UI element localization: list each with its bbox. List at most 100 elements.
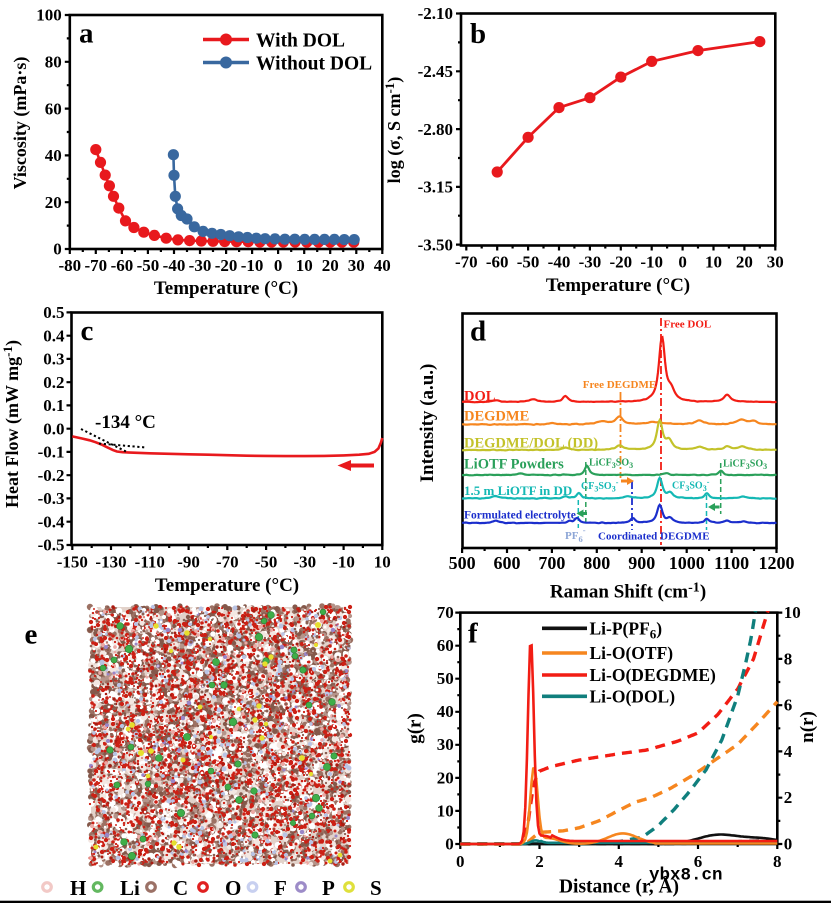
svg-text:-0.3: -0.3 (38, 489, 65, 508)
svg-text:800: 800 (583, 553, 610, 573)
svg-text:ybx8.cn: ybx8.cn (649, 866, 723, 886)
svg-text:Li-O(DOL): Li-O(DOL) (590, 686, 676, 706)
svg-text:0.0: 0.0 (43, 419, 64, 438)
svg-text:CF3SO3-: CF3SO3- (581, 478, 619, 494)
svg-text:H: H (70, 876, 86, 900)
svg-text:2: 2 (535, 852, 544, 871)
svg-text:0.2: 0.2 (43, 373, 64, 392)
svg-text:0.3: 0.3 (43, 350, 64, 369)
svg-text:0.4: 0.4 (43, 326, 65, 345)
svg-text:8: 8 (784, 649, 793, 668)
svg-text:-40: -40 (548, 253, 571, 272)
svg-text:DEGDME: DEGDME (464, 409, 529, 425)
svg-text:40: 40 (45, 146, 62, 165)
svg-text:6: 6 (784, 696, 793, 715)
svg-text:LiCF3SO3: LiCF3SO3 (723, 459, 767, 472)
svg-text:d: d (470, 316, 486, 348)
svg-text:-10: -10 (332, 553, 355, 572)
svg-text:CF3SO3-: CF3SO3- (672, 478, 710, 494)
svg-text:4: 4 (784, 742, 793, 761)
svg-text:-30: -30 (189, 256, 212, 275)
svg-text:-70: -70 (455, 253, 478, 272)
svg-text:Heat Flow (mW mg-1): Heat Flow (mW mg-1) (0, 340, 23, 508)
svg-text:Distance (r, Å): Distance (r, Å) (559, 877, 679, 898)
svg-text:100: 100 (36, 6, 62, 25)
svg-text:60: 60 (437, 636, 454, 655)
svg-text:Li-O(DEGDME): Li-O(DEGDME) (590, 665, 717, 685)
svg-text:2: 2 (784, 788, 793, 807)
svg-text:-70: -70 (216, 553, 239, 572)
svg-text:Without DOL: Without DOL (256, 54, 372, 75)
svg-text:DOL: DOL (464, 389, 496, 405)
svg-text:70: 70 (437, 603, 454, 622)
svg-text:F: F (274, 876, 287, 900)
svg-text:e: e (25, 619, 38, 651)
svg-text:LiCF3SO3: LiCF3SO3 (589, 458, 633, 471)
svg-text:-50: -50 (255, 553, 278, 572)
svg-text:60: 60 (45, 99, 62, 118)
svg-text:Li-O(OTF): Li-O(OTF) (590, 643, 674, 663)
svg-text:With DOL: With DOL (256, 31, 345, 52)
svg-text:b: b (470, 18, 486, 50)
svg-text:-70: -70 (84, 256, 107, 275)
svg-text:-2.45: -2.45 (418, 62, 453, 81)
svg-text:1.5 m LiOTF in DD: 1.5 m LiOTF in DD (464, 483, 572, 498)
svg-text:-0.5: -0.5 (38, 536, 65, 555)
svg-text:1100: 1100 (714, 553, 749, 573)
svg-text:-30: -30 (579, 253, 602, 272)
svg-text:-0.2: -0.2 (38, 466, 65, 485)
svg-text:Temperature (°C): Temperature (°C) (155, 575, 299, 596)
svg-text:8: 8 (773, 852, 782, 871)
svg-text:-50: -50 (517, 253, 540, 272)
svg-text:80: 80 (45, 53, 62, 72)
svg-text:500: 500 (449, 553, 476, 573)
svg-text:log (σ, S cm-1): log (σ, S cm-1) (382, 77, 405, 184)
svg-text:-0.4: -0.4 (38, 512, 65, 531)
svg-text:1000: 1000 (669, 553, 705, 573)
svg-text:20: 20 (736, 253, 753, 272)
svg-text:Temperature (°C): Temperature (°C) (546, 275, 690, 296)
svg-text:900: 900 (628, 553, 655, 573)
svg-text:700: 700 (538, 553, 565, 573)
svg-text:10: 10 (374, 553, 391, 572)
svg-text:DEGDME/DOL (DD): DEGDME/DOL (DD) (464, 436, 598, 452)
svg-text:-0.1: -0.1 (38, 443, 65, 462)
svg-text:f: f (468, 618, 478, 650)
svg-text:0: 0 (274, 256, 283, 275)
svg-text:a: a (79, 18, 94, 50)
svg-text:20: 20 (437, 768, 454, 787)
svg-text:20: 20 (322, 256, 339, 275)
svg-text:Free DEGDME: Free DEGDME (583, 379, 656, 391)
svg-text:-150: -150 (57, 553, 88, 572)
svg-text:10: 10 (437, 801, 454, 820)
svg-text:O: O (225, 876, 241, 900)
svg-text:-2.10: -2.10 (418, 4, 453, 23)
svg-text:600: 600 (494, 553, 521, 573)
svg-text:-3.15: -3.15 (418, 178, 453, 197)
svg-text:-60: -60 (486, 253, 509, 272)
svg-text:Temperature (°C): Temperature (°C) (154, 278, 298, 299)
svg-text:-30: -30 (293, 553, 316, 572)
svg-text:30: 30 (437, 735, 454, 754)
svg-text:30: 30 (767, 253, 784, 272)
svg-text:-134 °C: -134 °C (95, 412, 156, 433)
svg-text:-90: -90 (177, 553, 200, 572)
svg-text:Raman Shift (cm-1): Raman Shift (cm-1) (550, 581, 706, 603)
svg-text:Intensity (a.u.): Intensity (a.u.) (417, 364, 438, 483)
svg-text:C: C (173, 876, 188, 900)
svg-text:0: 0 (678, 253, 687, 272)
svg-text:Li: Li (120, 876, 140, 900)
svg-text:30: 30 (348, 256, 365, 275)
svg-text:Li-P(PF6): Li-P(PF6) (590, 618, 663, 641)
svg-text:-3.50: -3.50 (418, 235, 453, 254)
svg-text:-110: -110 (135, 553, 165, 572)
svg-text:S: S (370, 876, 382, 900)
svg-text:-50: -50 (137, 256, 160, 275)
svg-text:40: 40 (374, 256, 391, 275)
svg-text:g(r): g(r) (405, 713, 426, 744)
svg-text:0: 0 (784, 834, 793, 853)
svg-text:4: 4 (615, 852, 624, 871)
svg-text:-10: -10 (640, 253, 663, 272)
svg-text:Free DOL: Free DOL (664, 319, 712, 331)
svg-text:Viscosity (mPa·s): Viscosity (mPa·s) (10, 57, 31, 190)
